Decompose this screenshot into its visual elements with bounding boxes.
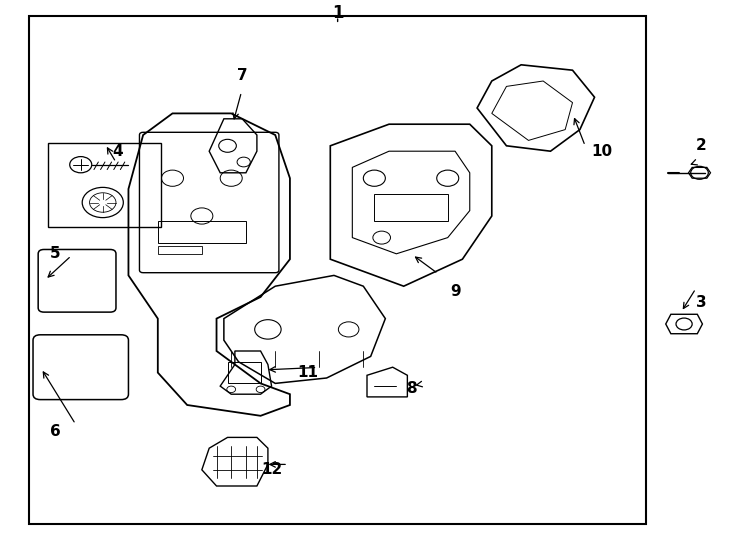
Bar bbox=[374, 194, 448, 221]
Text: 11: 11 bbox=[298, 365, 319, 380]
Bar bbox=[158, 221, 246, 243]
Text: 9: 9 bbox=[450, 284, 460, 299]
Text: 2: 2 bbox=[696, 138, 706, 153]
Text: 5: 5 bbox=[50, 246, 60, 261]
Bar bbox=[48, 143, 161, 227]
Text: 10: 10 bbox=[592, 144, 612, 159]
Bar bbox=[158, 246, 202, 254]
Text: 1: 1 bbox=[332, 4, 344, 23]
Text: 8: 8 bbox=[406, 381, 416, 396]
Text: 4: 4 bbox=[112, 144, 123, 159]
Bar bbox=[29, 16, 646, 524]
Text: 12: 12 bbox=[261, 462, 282, 477]
Bar bbox=[228, 362, 261, 383]
Text: 7: 7 bbox=[237, 68, 247, 83]
Text: 3: 3 bbox=[696, 295, 706, 310]
Text: 6: 6 bbox=[50, 424, 60, 440]
